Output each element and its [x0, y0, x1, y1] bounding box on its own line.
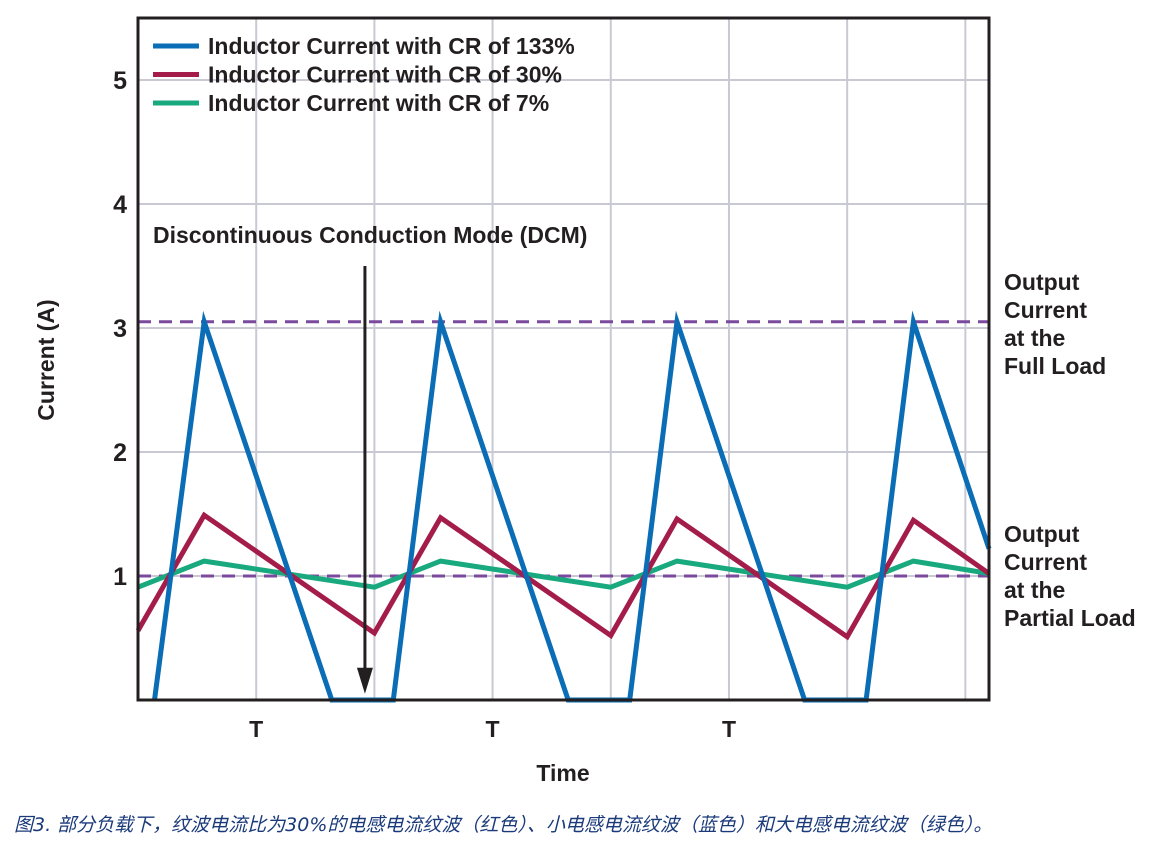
x-tick-label: T — [249, 716, 263, 742]
legend-label: Inductor Current with CR of 30% — [208, 62, 562, 88]
legend-label: Inductor Current with CR of 133% — [208, 33, 575, 59]
x-axis-label: Time — [536, 760, 589, 786]
annotation-arrow-head — [356, 667, 373, 694]
reference-label-line: Output — [1004, 521, 1080, 547]
reference-label-line: at the — [1004, 577, 1065, 603]
reference-label-line: Partial Load — [1004, 605, 1136, 631]
annotation-text: Discontinuous Conduction Mode (DCM) — [153, 222, 587, 248]
series-line — [135, 511, 991, 641]
x-tick-label: T — [486, 716, 500, 742]
y-tick-label: 3 — [113, 315, 127, 343]
y-tick-label: 2 — [113, 439, 127, 467]
y-tick-labels: 1 2 3 4 5 — [113, 67, 127, 591]
series-line — [152, 310, 992, 703]
reference-label-line: at the — [1004, 325, 1065, 351]
reference-lines — [138, 320, 989, 578]
y-tick-label: 1 — [113, 563, 127, 591]
legend: Inductor Current with CR of 133% Inductor… — [153, 33, 575, 116]
x-tick-label: T — [722, 716, 736, 742]
figure-caption: 图3. 部分负载下，纹波电流比为30%的电感电流纹波（红色）、小电感电流纹波（蓝… — [14, 814, 993, 836]
series-line — [137, 558, 990, 590]
y-axis-label: Current (A) — [33, 299, 59, 420]
reference-label-line: Current — [1004, 549, 1087, 575]
dcm-annotation: Discontinuous Conduction Mode (DCM) — [153, 222, 587, 694]
reference-label-line: Current — [1004, 297, 1087, 323]
grid — [138, 18, 989, 700]
legend-label: Inductor Current with CR of 7% — [208, 90, 549, 116]
plot-frame — [136, 16, 991, 702]
y-tick-label: 4 — [113, 191, 127, 219]
reference-label-line: Output — [1004, 269, 1080, 295]
chart: 1 2 3 4 5 T T T Inductor Current with CR of 13… — [33, 16, 1136, 786]
reference-label-line: Full Load — [1004, 353, 1106, 379]
y-tick-label: 5 — [113, 67, 127, 95]
series-lines — [135, 310, 992, 703]
